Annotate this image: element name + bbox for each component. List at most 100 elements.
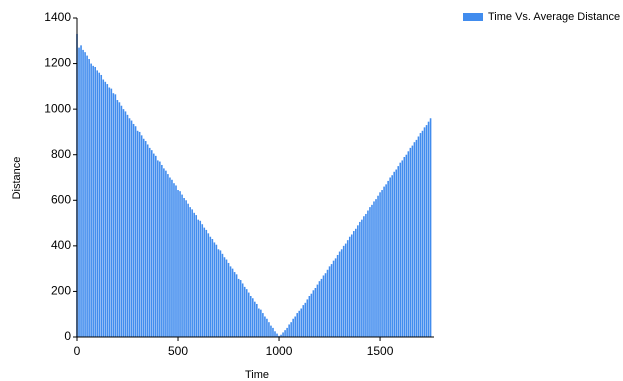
bar — [417, 136, 420, 337]
bar — [270, 325, 272, 337]
bar — [393, 171, 395, 337]
bar — [367, 210, 369, 337]
bar — [126, 114, 129, 337]
bar — [292, 318, 294, 337]
bar — [245, 289, 248, 337]
bar — [181, 194, 183, 337]
bar — [260, 309, 262, 337]
bar — [274, 331, 276, 337]
bar — [383, 186, 385, 337]
bar — [401, 160, 404, 337]
bar — [191, 209, 193, 337]
bar — [185, 200, 187, 337]
bar — [148, 147, 151, 337]
bar — [391, 175, 393, 337]
bar — [116, 100, 119, 338]
bar — [193, 212, 195, 337]
bar — [266, 318, 268, 337]
legend-label: Time Vs. Average Distance — [488, 11, 620, 23]
bar — [215, 244, 218, 337]
bar — [405, 154, 408, 337]
bar — [159, 161, 161, 337]
bar — [421, 130, 424, 337]
bar — [381, 190, 383, 337]
bar — [264, 316, 266, 337]
bar — [225, 259, 228, 337]
bar — [120, 105, 123, 337]
bar — [256, 303, 258, 337]
bar — [253, 301, 256, 337]
bar — [221, 253, 224, 337]
bar — [130, 120, 133, 338]
bar — [427, 121, 430, 337]
bar — [219, 250, 222, 337]
bar — [268, 322, 270, 337]
bar — [332, 260, 335, 337]
bar — [179, 191, 181, 337]
bar — [298, 310, 301, 337]
bar — [134, 126, 137, 337]
bar — [132, 123, 135, 337]
bar — [223, 257, 226, 337]
bar — [308, 295, 311, 337]
bar — [385, 184, 387, 337]
bar — [282, 332, 284, 337]
bar — [375, 199, 377, 337]
bar — [357, 225, 359, 337]
bar — [334, 258, 337, 337]
bar — [359, 221, 361, 337]
bar — [355, 228, 357, 337]
bar — [423, 127, 426, 337]
bar — [306, 299, 309, 337]
bar — [320, 278, 323, 337]
bar — [425, 125, 428, 337]
bar — [201, 224, 204, 337]
x-axis-label: Time — [245, 369, 269, 381]
x-tick-label: 1000 — [266, 344, 293, 358]
bar — [102, 79, 105, 338]
bar — [128, 118, 131, 337]
bar — [276, 333, 278, 337]
bar — [314, 288, 317, 337]
bar — [395, 169, 398, 337]
bar — [344, 243, 347, 337]
bar — [365, 213, 367, 337]
bar — [249, 295, 252, 337]
bar — [207, 233, 210, 337]
bar — [328, 266, 331, 337]
bar — [114, 94, 117, 337]
bar — [209, 236, 212, 337]
y-tick-label: 600 — [51, 192, 71, 206]
bar — [163, 168, 165, 337]
bar — [237, 278, 240, 337]
bar — [104, 81, 107, 337]
bar — [312, 290, 315, 337]
bar — [251, 298, 254, 337]
bar — [154, 155, 157, 337]
bar — [100, 74, 103, 337]
bar — [304, 302, 307, 337]
bar — [296, 313, 299, 337]
bar — [403, 156, 406, 337]
bar — [409, 147, 412, 337]
bar — [189, 207, 191, 337]
bar — [262, 313, 264, 337]
bar — [415, 139, 418, 337]
bar — [389, 177, 391, 337]
bar — [407, 151, 410, 337]
bar — [350, 234, 353, 337]
bar — [411, 145, 414, 337]
bar — [280, 334, 282, 337]
bar — [340, 249, 343, 337]
bar — [363, 216, 365, 337]
bar — [233, 272, 236, 337]
legend-swatch — [463, 13, 483, 21]
bar — [286, 327, 288, 337]
bar — [419, 133, 422, 337]
bar — [197, 219, 200, 337]
bar — [348, 236, 351, 337]
bar — [80, 45, 82, 337]
bar — [203, 227, 206, 337]
bar — [199, 220, 202, 337]
bar — [108, 87, 111, 337]
